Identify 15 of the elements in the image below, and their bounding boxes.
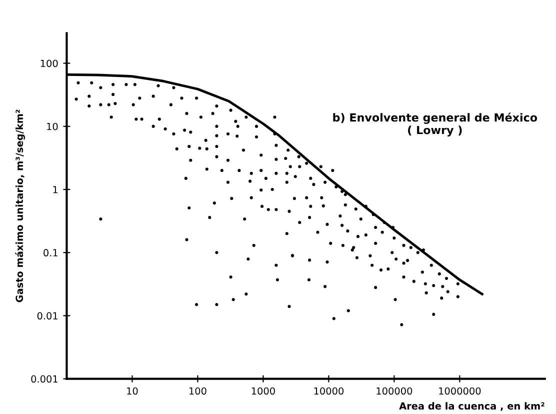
annotation: b) Envolvente general de México ( Lowry ) — [333, 112, 538, 136]
y-tick-label: 0.01 — [37, 312, 58, 320]
x-tick-label: 100 — [189, 387, 206, 395]
x-tick-label: 10000 — [314, 387, 344, 395]
x-tick-label: 1000 — [252, 387, 275, 395]
y-tick-label: 0.1 — [44, 249, 58, 256]
x-tick-label: 1000000 — [439, 387, 481, 395]
x-axis-title: Area de la cuenca , en km² — [399, 402, 544, 411]
x-tick-label: 10 — [127, 387, 138, 395]
y-axis-title: Gasto máximo unitario, m³/seg/km² — [15, 110, 25, 302]
y-tick-label: 0.001 — [31, 375, 58, 383]
y-tick-label: 10 — [47, 122, 58, 130]
x-tick-label: 100000 — [376, 387, 412, 395]
y-tick-label: 100 — [40, 60, 58, 68]
y-tick-label: 1 — [53, 186, 58, 194]
